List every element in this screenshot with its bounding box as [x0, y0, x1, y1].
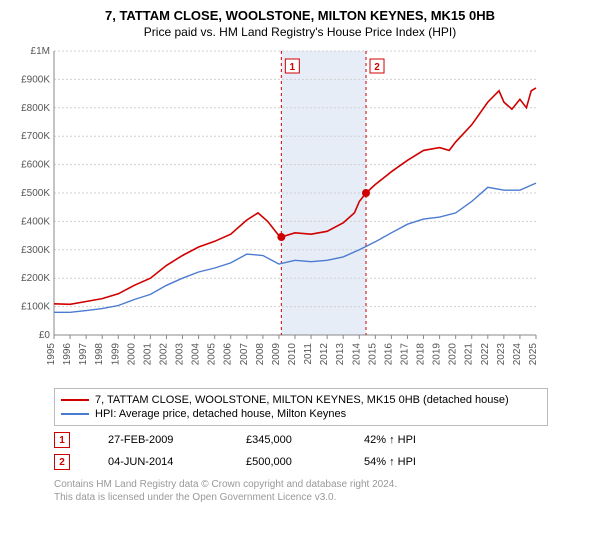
svg-text:1998: 1998	[94, 343, 105, 366]
svg-text:2018: 2018	[416, 343, 427, 366]
sale-marker-1: 1	[54, 432, 70, 448]
sale-price-2: £500,000	[246, 456, 326, 468]
svg-text:2014: 2014	[351, 343, 362, 366]
sale-pct-1: 42% ↑ HPI	[364, 434, 416, 446]
legend-item-property: 7, TATTAM CLOSE, WOOLSTONE, MILTON KEYNE…	[61, 393, 541, 407]
chart-area: £0 £100K £200K £300K £400K £500K £600K £700K £80…	[10, 45, 590, 380]
svg-text:2004: 2004	[191, 343, 202, 366]
sale-row-2: 2 04-JUN-2014 £500,000 54% ↑ HPI	[54, 454, 590, 470]
sale-row-1: 1 27-FEB-2009 £345,000 42% ↑ HPI	[54, 432, 590, 448]
svg-text:£1M: £1M	[31, 46, 50, 57]
chart-subtitle: Price paid vs. HM Land Registry's House …	[10, 25, 590, 39]
svg-text:2022: 2022	[480, 343, 491, 366]
line-chart: £0 £100K £200K £300K £400K £500K £600K £700K £80…	[10, 45, 542, 375]
svg-text:2011: 2011	[303, 343, 314, 365]
sale-date-1: 27-FEB-2009	[108, 434, 208, 446]
svg-text:£600K: £600K	[21, 160, 50, 171]
svg-text:£400K: £400K	[21, 216, 50, 227]
svg-text:£200K: £200K	[21, 273, 50, 284]
chart-container: 7, TATTAM CLOSE, WOOLSTONE, MILTON KEYNE…	[0, 0, 600, 510]
svg-text:2016: 2016	[383, 343, 394, 366]
svg-text:£0: £0	[39, 330, 51, 341]
sale-price-1: £345,000	[246, 434, 326, 446]
svg-text:2000: 2000	[126, 343, 137, 366]
legend-swatch-property	[61, 399, 89, 401]
svg-text:2001: 2001	[142, 343, 153, 366]
legend-item-hpi: HPI: Average price, detached house, Milt…	[61, 407, 541, 421]
svg-text:2003: 2003	[175, 343, 186, 366]
footnote-line-1: Contains HM Land Registry data © Crown c…	[54, 478, 590, 491]
svg-text:1996: 1996	[62, 343, 73, 366]
svg-text:2009: 2009	[271, 343, 282, 366]
svg-text:2002: 2002	[158, 343, 169, 366]
svg-text:2013: 2013	[335, 343, 346, 366]
sale-date-2: 04-JUN-2014	[108, 456, 208, 468]
svg-text:£900K: £900K	[21, 74, 50, 85]
footnote: Contains HM Land Registry data © Crown c…	[54, 478, 590, 504]
svg-text:£100K: £100K	[21, 302, 50, 313]
sale-marker-2: 2	[54, 454, 70, 470]
svg-text:£700K: £700K	[21, 131, 50, 142]
svg-text:2019: 2019	[432, 343, 443, 366]
svg-text:£800K: £800K	[21, 103, 50, 114]
svg-text:2024: 2024	[512, 343, 523, 366]
svg-text:1995: 1995	[46, 343, 57, 366]
svg-text:2021: 2021	[464, 343, 475, 366]
svg-text:2017: 2017	[399, 343, 410, 366]
svg-text:1997: 1997	[78, 343, 89, 366]
svg-text:£300K: £300K	[21, 245, 50, 256]
footnote-line-2: This data is licensed under the Open Gov…	[54, 491, 590, 504]
sale-pct-2: 54% ↑ HPI	[364, 456, 416, 468]
svg-text:2008: 2008	[255, 343, 266, 366]
svg-text:1999: 1999	[110, 343, 121, 366]
svg-text:1: 1	[290, 62, 296, 73]
svg-text:2023: 2023	[496, 343, 507, 366]
legend-swatch-hpi	[61, 413, 89, 415]
legend-label-property: 7, TATTAM CLOSE, WOOLSTONE, MILTON KEYNE…	[95, 394, 509, 406]
svg-text:2025: 2025	[528, 343, 539, 366]
svg-text:2005: 2005	[207, 343, 218, 366]
svg-text:2015: 2015	[367, 343, 378, 366]
svg-text:2: 2	[374, 62, 380, 73]
svg-text:2020: 2020	[448, 343, 459, 366]
svg-text:2007: 2007	[239, 343, 250, 366]
legend-box: 7, TATTAM CLOSE, WOOLSTONE, MILTON KEYNE…	[54, 388, 548, 426]
svg-text:2006: 2006	[223, 343, 234, 366]
svg-text:2012: 2012	[319, 343, 330, 366]
svg-text:£500K: £500K	[21, 188, 50, 199]
legend-label-hpi: HPI: Average price, detached house, Milt…	[95, 408, 346, 420]
chart-title: 7, TATTAM CLOSE, WOOLSTONE, MILTON KEYNE…	[10, 8, 590, 23]
svg-text:2010: 2010	[287, 343, 298, 366]
